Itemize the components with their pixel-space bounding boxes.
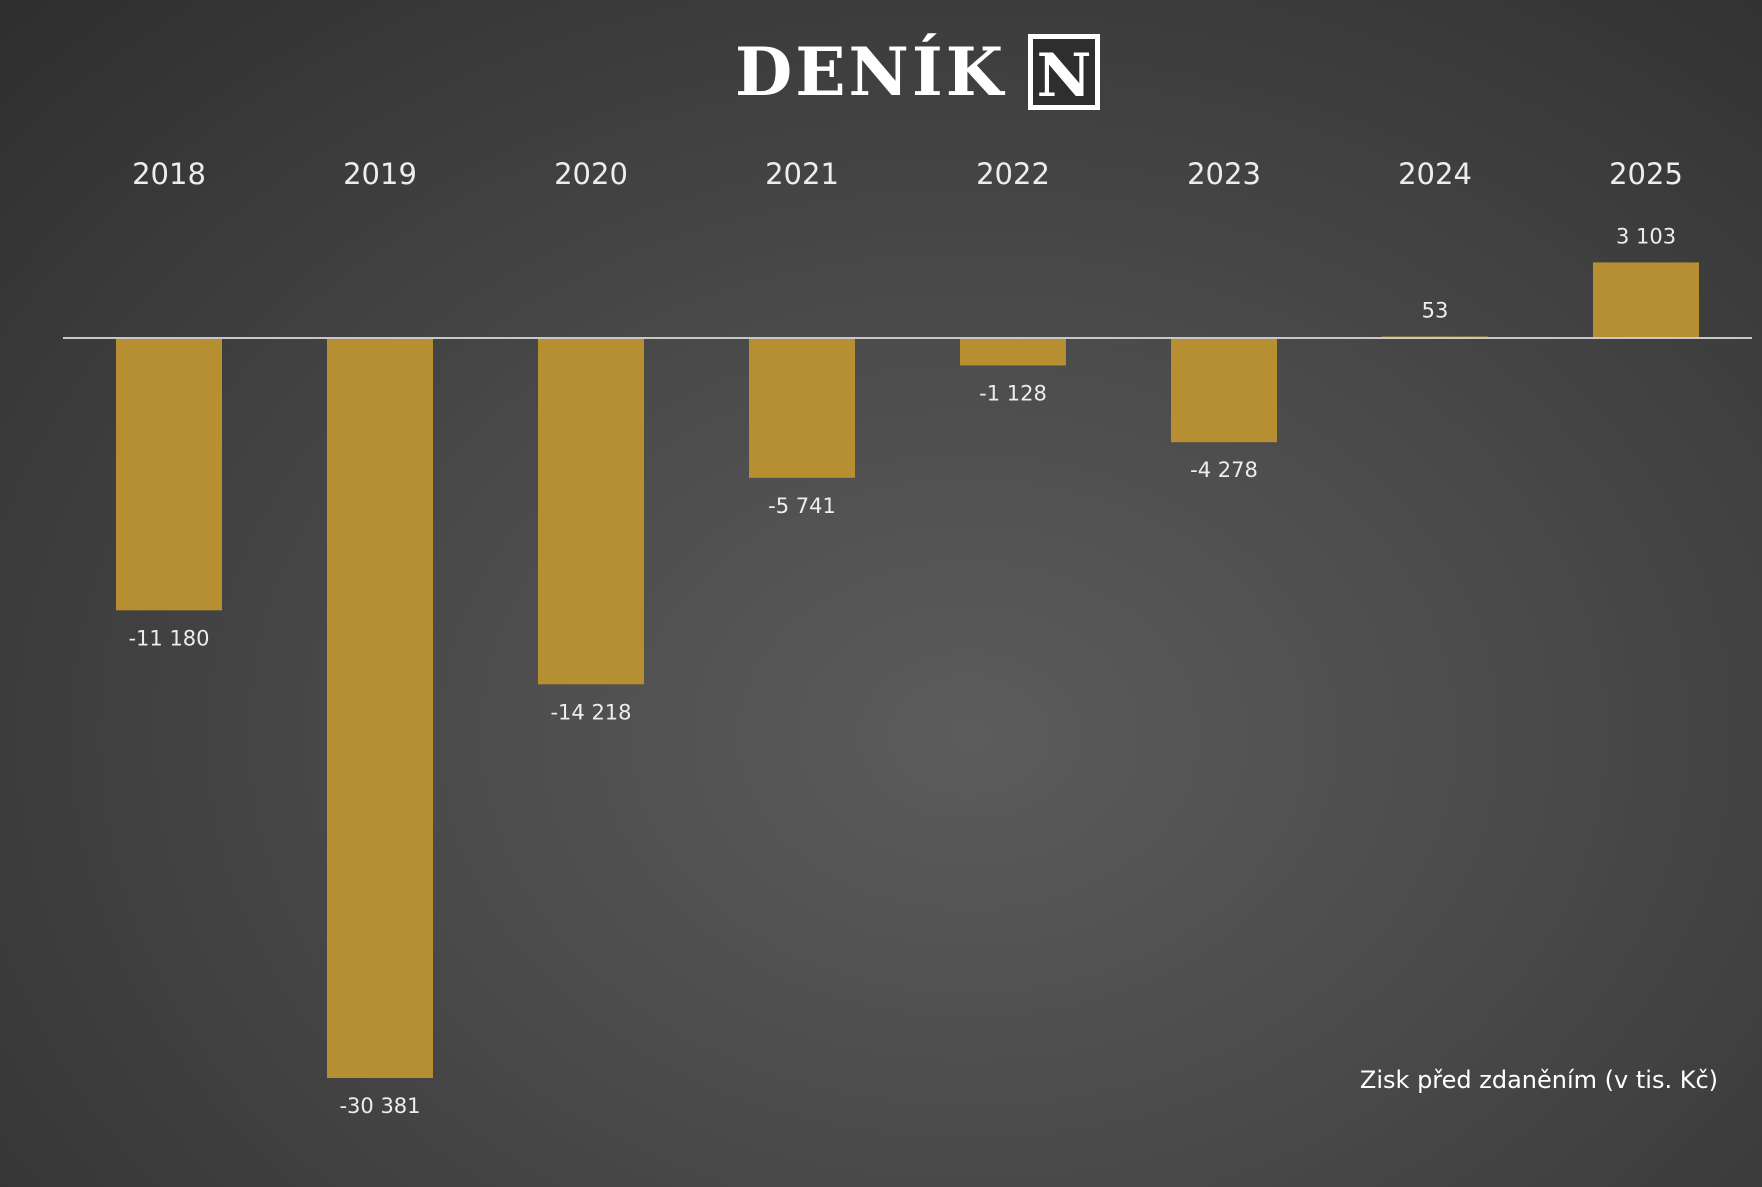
- bar-2025: [1593, 262, 1699, 338]
- category-label-2021: 2021: [765, 157, 839, 191]
- value-label-2025: 3 103: [1616, 224, 1676, 248]
- labels-layer: 2018 -11 180 2019 -30 381 2020 -14 218 2021 -5 …: [128, 157, 1682, 1118]
- category-label-2019: 2019: [343, 157, 417, 191]
- brand-logo: DENÍK N: [735, 33, 1101, 111]
- bar-2018: [116, 338, 222, 611]
- brand-mark-letter: N: [1037, 41, 1092, 110]
- category-label-2024: 2024: [1398, 157, 1472, 191]
- bar-2022: [960, 338, 1066, 366]
- value-label-2018: -11 180: [128, 626, 209, 650]
- value-label-2022: -1 128: [979, 381, 1047, 405]
- category-label-2020: 2020: [554, 157, 628, 191]
- value-label-2024: 53: [1422, 299, 1449, 323]
- category-label-2022: 2022: [976, 157, 1050, 191]
- category-label-2018: 2018: [132, 157, 206, 191]
- bar-2019: [327, 338, 433, 1078]
- category-label-2025: 2025: [1609, 157, 1683, 191]
- bar-2023: [1171, 338, 1277, 443]
- bar-2021: [749, 338, 855, 478]
- brand-wordmark: DENÍK: [735, 33, 1007, 111]
- bar-2020: [538, 338, 644, 685]
- value-label-2019: -30 381: [339, 1094, 420, 1118]
- value-label-2020: -14 218: [550, 700, 631, 724]
- chart-annotation: Zisk před zdaněním (v tis. Kč): [1359, 1066, 1718, 1094]
- value-label-2023: -4 278: [1190, 458, 1258, 482]
- value-label-2021: -5 741: [768, 494, 836, 518]
- category-label-2023: 2023: [1187, 157, 1261, 191]
- bars-layer: [116, 262, 1699, 1078]
- brand-n-icon: N: [1028, 34, 1101, 110]
